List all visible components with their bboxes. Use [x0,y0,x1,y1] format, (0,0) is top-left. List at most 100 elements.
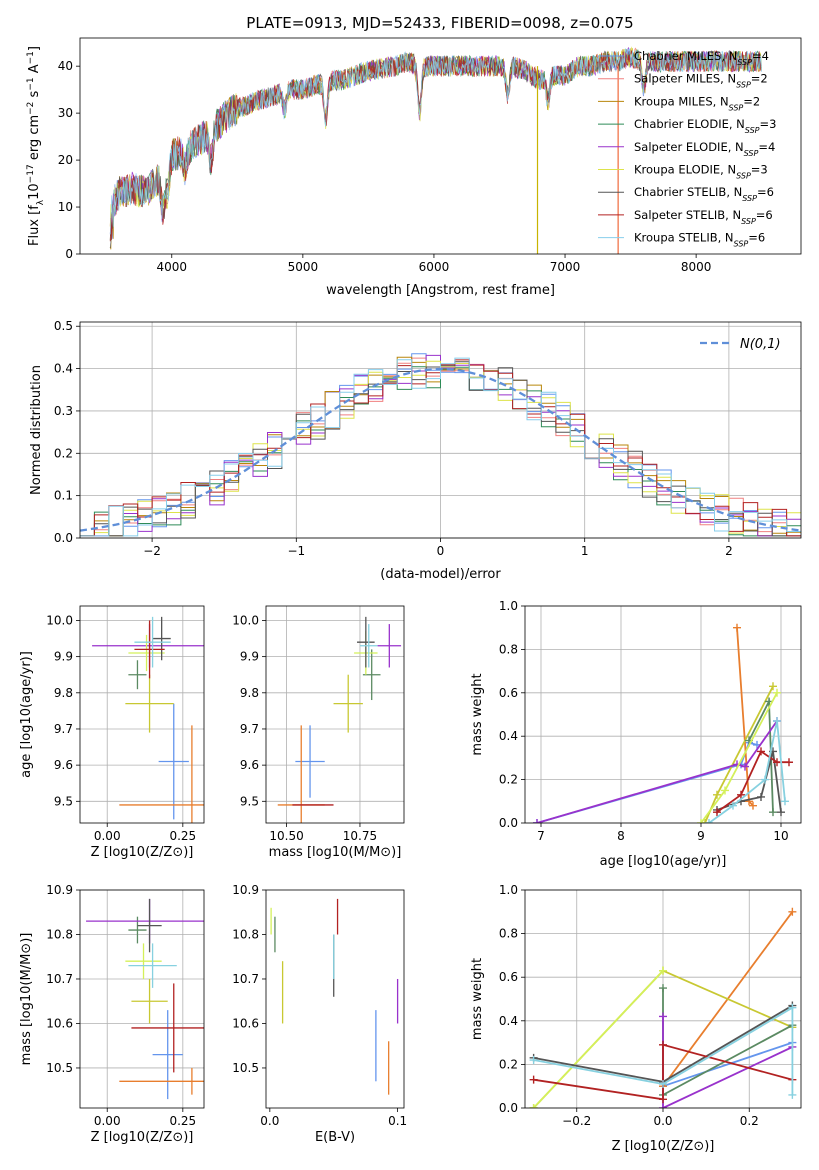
x-tick-label: 0.2 [740,1114,759,1128]
normal-curve [80,367,801,532]
y-tick-label: 9.8 [240,686,259,700]
histogram-steps [80,353,801,538]
legend-text: Kroupa STELIB, N [634,231,734,245]
y-tick-label: 0.0 [499,1101,518,1115]
weight-marker [773,717,781,726]
weight-marker [781,797,789,806]
legend-count: =6 [756,208,773,222]
weight-marker [737,790,745,799]
weight-marker [659,984,667,993]
x-tick-label: 0 [437,544,445,558]
weight-marker [713,790,721,799]
y-tick-label: 9.7 [54,722,73,736]
y-tick-label: 9.6 [240,758,259,772]
weight-marker [659,1040,667,1049]
y-tick-label: 0.4 [54,362,73,376]
y-tick-label: 10.5 [46,1061,73,1075]
x-tick-label: −2 [143,544,161,558]
spectrum-lines [109,46,762,254]
y-tick-label: 0.2 [499,1057,518,1071]
weight-marker [659,966,667,975]
x-tick-label: 0.0 [260,1114,279,1128]
y-tick-label: 10.6 [46,1016,73,1030]
legend-subscript: SSP [741,216,756,225]
legend-subscript: SSP [734,239,749,248]
legend-label: Salpeter STELIB, NSSP=6 [634,208,773,226]
y-tick-label: 10.7 [46,972,73,986]
x-tick-label: 0.25 [169,1114,196,1128]
y-axis-label-part: λ [36,199,46,205]
x-tick-label: 0.00 [94,1114,121,1128]
y-tick-label: 0.1 [54,489,73,503]
weight-marker [773,688,781,697]
legend-count: =2 [743,94,760,108]
legend-text: Salpeter STELIB, N [634,208,741,222]
panel-spectrum: PLATE=0913, MJD=52433, FIBERID=0098, z=0… [26,14,802,298]
y-tick-label: 0 [65,247,73,261]
legend-count: =4 [752,49,769,63]
x-axis-label: wavelength [Angstrom, rest frame] [326,283,555,298]
x-axis-label: Z [log10(Z/Z⊙)] [612,1139,715,1154]
y-axis-label-part: −1 [26,51,36,64]
error-bars [277,616,402,823]
weight-marker [659,1104,667,1108]
error-bars [86,898,204,1100]
y-axis-label: age [log10(age/yr)] [19,651,34,778]
x-tick-label: 5000 [288,260,319,274]
y-tick-label: 0.6 [499,970,518,984]
weight-marker [697,819,705,823]
weight-marker [777,808,785,817]
weight-lines [529,907,797,1108]
y-axis-label-part: A [27,64,42,77]
y-tick-label: 10 [58,200,73,214]
weight-marker [785,758,793,767]
y-tick-label: 9.8 [54,686,73,700]
x-axis-label: E(B-V) [315,1130,355,1145]
weight-marker [659,1080,667,1089]
x-tick-label: −1 [287,544,305,558]
y-axis-label-part: Flux [f [27,205,42,246]
figure-title: PLATE=0913, MJD=52433, FIBERID=0098, z=0… [246,14,633,32]
axes-frame [79,889,205,1109]
y-axis-label: mass weight [470,673,485,755]
legend-text: Salpeter ELODIE, N [634,140,744,154]
x-tick-label: 7 [537,829,545,843]
y-axis-label-part: −1 [26,77,36,90]
y-tick-label: 9.5 [240,794,259,808]
weight-marker [529,1056,538,1065]
legend-label: Kroupa ELODIE, NSSP=3 [634,163,768,181]
legend-count: =4 [758,140,775,154]
legend-subscript: SSP [745,126,760,135]
weight-marker [757,792,765,801]
weight-marker [705,819,713,823]
y-tick-label: 10.5 [232,1061,259,1075]
weight-marker [745,797,753,806]
weight-line-8 [533,1006,794,1095]
y-axis-label-part: −17 [26,164,36,183]
y-tick-label: 9.6 [54,758,73,772]
weight-marker [773,758,781,767]
axes-frame [524,605,802,824]
weight-marker [729,801,737,810]
weight-line-5 [532,970,664,1108]
y-tick-label: 10.0 [46,613,73,627]
x-tick-label: 7000 [550,260,581,274]
axes-frame [79,37,802,255]
y-tick-label: 10.9 [232,883,259,897]
x-tick-label: 10.50 [269,829,303,843]
x-axis-label: age [log10(age/yr)] [600,854,727,869]
y-tick-label: 1.0 [499,883,518,897]
legend-text: Chabrier ELODIE, N [634,117,745,131]
y-tick-label: 0.2 [499,773,518,787]
legend-label: Kroupa MILES, NSSP=2 [634,94,760,112]
legend-text: Chabrier STELIB, N [634,185,742,199]
y-axis-label: mass weight [470,958,485,1040]
y-tick-label: 0.0 [499,816,518,830]
legend-subscript: SSP [736,171,751,180]
weight-line-4 [536,720,778,823]
weight-marker [701,819,709,823]
y-tick-label: 0.4 [499,1014,518,1028]
weight-marker [769,682,777,691]
y-tick-label: 10.8 [232,927,259,941]
y-axis-label-part: 10 [27,183,42,200]
